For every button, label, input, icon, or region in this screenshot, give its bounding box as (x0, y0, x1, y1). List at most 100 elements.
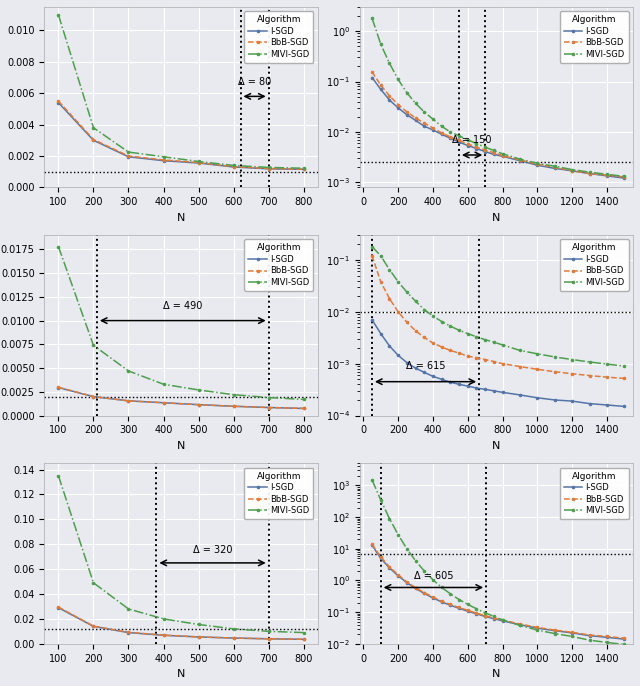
BbB-SGD (420, 589, 428, 597)
MIVI-SGD (534, 159, 541, 167)
I-SGD (394, 104, 402, 112)
I-SGD (412, 364, 419, 372)
MIVI-SGD (447, 128, 454, 136)
I-SGD (300, 404, 307, 412)
BbB-SGD (386, 92, 394, 100)
I-SGD (54, 604, 62, 612)
BbB-SGD (403, 578, 411, 586)
BbB-SGD (534, 160, 541, 168)
I-SGD (368, 316, 376, 324)
MIVI-SGD (230, 625, 237, 633)
MIVI-SGD (568, 355, 576, 364)
Legend: I-SGD, BbB-SGD, MIVI-SGD: I-SGD, BbB-SGD, MIVI-SGD (244, 468, 314, 519)
Line: BbB-SGD: BbB-SGD (370, 253, 627, 381)
MIVI-SGD (412, 297, 419, 305)
Line: MIVI-SGD: MIVI-SGD (56, 12, 306, 171)
BbB-SGD (230, 402, 237, 410)
X-axis label: N: N (177, 441, 185, 451)
BbB-SGD (377, 278, 385, 286)
I-SGD (300, 635, 307, 643)
MIVI-SGD (472, 139, 480, 147)
MIVI-SGD (265, 393, 273, 401)
BbB-SGD (586, 169, 593, 178)
MIVI-SGD (472, 333, 480, 341)
BbB-SGD (125, 628, 132, 637)
I-SGD (420, 122, 428, 130)
MIVI-SGD (90, 123, 97, 132)
BbB-SGD (447, 346, 454, 355)
Line: MIVI-SGD: MIVI-SGD (370, 16, 627, 179)
I-SGD (499, 152, 506, 161)
MIVI-SGD (464, 136, 472, 144)
MIVI-SGD (230, 161, 237, 169)
BbB-SGD (429, 339, 436, 347)
BbB-SGD (159, 399, 167, 407)
MIVI-SGD (412, 99, 419, 108)
MIVI-SGD (386, 59, 394, 67)
MIVI-SGD (159, 380, 167, 388)
I-SGD (195, 632, 202, 641)
BbB-SGD (265, 403, 273, 412)
MIVI-SGD (586, 358, 593, 366)
I-SGD (54, 383, 62, 392)
I-SGD (481, 613, 489, 621)
BbB-SGD (394, 308, 402, 316)
MIVI-SGD (159, 615, 167, 623)
I-SGD (490, 150, 498, 158)
MIVI-SGD (568, 632, 576, 641)
MIVI-SGD (377, 252, 385, 260)
I-SGD (159, 631, 167, 639)
I-SGD (386, 96, 394, 104)
BbB-SGD (230, 163, 237, 171)
MIVI-SGD (265, 163, 273, 172)
MIVI-SGD (551, 353, 559, 361)
MIVI-SGD (472, 604, 480, 613)
I-SGD (551, 626, 559, 635)
I-SGD (472, 384, 480, 392)
BbB-SGD (394, 100, 402, 108)
BbB-SGD (438, 597, 445, 605)
MIVI-SGD (429, 312, 436, 320)
I-SGD (377, 85, 385, 93)
BbB-SGD (90, 622, 97, 630)
MIVI-SGD (621, 362, 628, 370)
I-SGD (534, 161, 541, 169)
I-SGD (447, 378, 454, 386)
BbB-SGD (516, 620, 524, 628)
MIVI-SGD (195, 386, 202, 394)
I-SGD (265, 635, 273, 643)
I-SGD (438, 598, 445, 606)
I-SGD (394, 351, 402, 359)
BbB-SGD (568, 628, 576, 637)
I-SGD (481, 386, 489, 394)
I-SGD (472, 145, 480, 153)
Line: MIVI-SGD: MIVI-SGD (370, 244, 627, 368)
BbB-SGD (499, 359, 506, 368)
BbB-SGD (472, 354, 480, 362)
BbB-SGD (455, 349, 463, 357)
MIVI-SGD (464, 329, 472, 338)
BbB-SGD (403, 318, 411, 327)
Text: Δ = 320: Δ = 320 (193, 545, 232, 554)
Line: I-SGD: I-SGD (56, 605, 306, 641)
I-SGD (464, 382, 472, 390)
BbB-SGD (621, 173, 628, 181)
MIVI-SGD (438, 583, 445, 591)
I-SGD (195, 159, 202, 167)
BbB-SGD (621, 634, 628, 642)
Line: I-SGD: I-SGD (370, 318, 627, 409)
I-SGD (481, 147, 489, 156)
MIVI-SGD (195, 620, 202, 628)
MIVI-SGD (300, 395, 307, 403)
BbB-SGD (368, 68, 376, 76)
I-SGD (586, 399, 593, 407)
MIVI-SGD (125, 367, 132, 375)
MIVI-SGD (368, 14, 376, 22)
BbB-SGD (516, 156, 524, 164)
I-SGD (377, 329, 385, 338)
MIVI-SGD (516, 155, 524, 163)
BbB-SGD (412, 327, 419, 335)
BbB-SGD (125, 152, 132, 160)
I-SGD (551, 396, 559, 404)
Legend: I-SGD, BbB-SGD, MIVI-SGD: I-SGD, BbB-SGD, MIVI-SGD (559, 11, 629, 63)
